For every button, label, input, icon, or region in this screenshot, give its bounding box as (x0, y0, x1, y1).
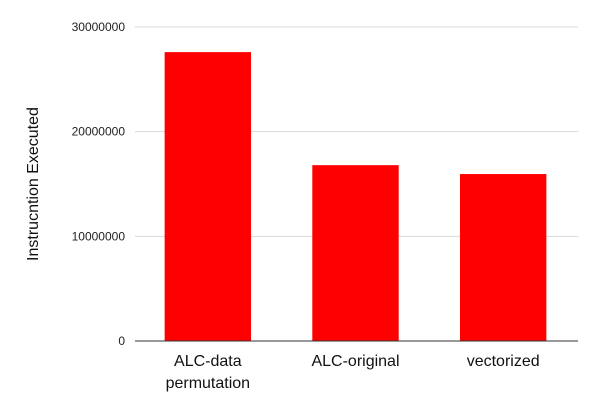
y-tick-labels: 0 10000000 20000000 30000000 (72, 20, 126, 348)
y-tick-label: 0 (118, 334, 125, 348)
bar-3 (459, 174, 547, 341)
bar-2 (312, 165, 399, 341)
y-axis-title: Instrucntion Executed (25, 107, 42, 261)
y-tick-label: 10000000 (72, 229, 126, 243)
x-category-label: ALC-original (311, 353, 399, 370)
y-tick-label: 20000000 (72, 125, 126, 139)
bars (164, 52, 547, 342)
bar-1 (164, 52, 252, 342)
x-category-label: vectorized (467, 353, 540, 370)
x-category-labels: ALC-data permutation ALC-original vectorize… (166, 353, 540, 392)
x-category-label: ALC-data permutation (166, 353, 251, 392)
y-tick-label: 30000000 (72, 20, 126, 34)
